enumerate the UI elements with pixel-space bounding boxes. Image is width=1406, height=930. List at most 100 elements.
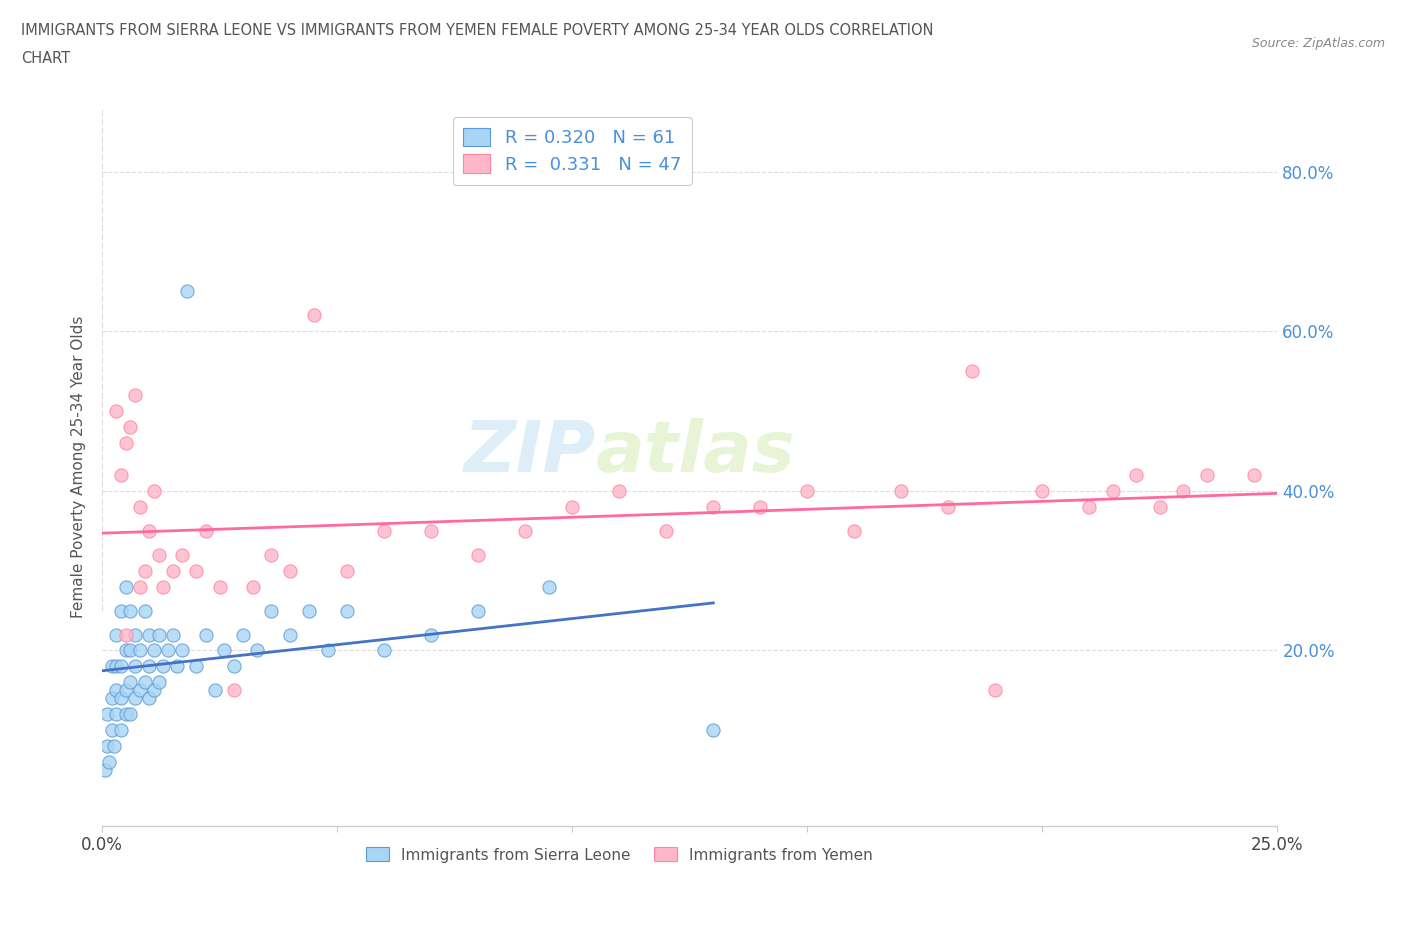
Point <box>114 579 136 594</box>
Point <box>162 627 184 642</box>
Point <box>142 643 165 658</box>
Point <box>194 627 217 642</box>
Point <box>138 627 160 642</box>
Point <box>194 524 217 538</box>
Point <box>702 499 724 514</box>
Point <box>467 548 489 563</box>
Point <box>138 691 160 706</box>
Text: CHART: CHART <box>21 51 70 66</box>
Point <box>120 643 142 658</box>
Point <box>373 643 395 658</box>
Point <box>124 691 146 706</box>
Point <box>260 548 283 563</box>
Point <box>242 579 264 594</box>
Text: Source: ZipAtlas.com: Source: ZipAtlas.com <box>1251 37 1385 50</box>
Point <box>936 499 959 514</box>
Point <box>172 548 194 563</box>
Point <box>105 659 128 674</box>
Point <box>114 643 136 658</box>
Point <box>120 604 142 618</box>
Point <box>222 659 245 674</box>
Point <box>176 284 198 299</box>
Point <box>105 707 128 722</box>
Point <box>844 524 866 538</box>
Point <box>114 627 136 642</box>
Point <box>124 627 146 642</box>
Point <box>152 659 174 674</box>
Point <box>208 579 231 594</box>
Point <box>166 659 188 674</box>
Point <box>100 659 122 674</box>
Point <box>749 499 772 514</box>
Point <box>128 499 150 514</box>
Point <box>103 738 125 753</box>
Point <box>260 604 283 618</box>
Point <box>336 604 359 618</box>
Point <box>232 627 254 642</box>
Point <box>110 468 132 483</box>
Point <box>302 308 325 323</box>
Point <box>100 691 122 706</box>
Point <box>110 604 132 618</box>
Point <box>796 484 818 498</box>
Point <box>222 683 245 698</box>
Point <box>128 643 150 658</box>
Point <box>278 564 301 578</box>
Point <box>1195 468 1218 483</box>
Point <box>467 604 489 618</box>
Point <box>186 564 208 578</box>
Text: ZIP: ZIP <box>464 418 596 487</box>
Point <box>162 564 184 578</box>
Point <box>100 723 122 737</box>
Point <box>148 675 170 690</box>
Legend: Immigrants from Sierra Leone, Immigrants from Yemen: Immigrants from Sierra Leone, Immigrants… <box>360 842 879 869</box>
Point <box>537 579 560 594</box>
Text: IMMIGRANTS FROM SIERRA LEONE VS IMMIGRANTS FROM YEMEN FEMALE POVERTY AMONG 25-34: IMMIGRANTS FROM SIERRA LEONE VS IMMIGRAN… <box>21 23 934 38</box>
Point <box>336 564 359 578</box>
Point <box>204 683 226 698</box>
Point <box>114 707 136 722</box>
Point <box>128 579 150 594</box>
Point <box>134 564 156 578</box>
Point <box>134 604 156 618</box>
Point <box>124 659 146 674</box>
Point <box>1125 468 1147 483</box>
Point <box>96 707 118 722</box>
Point <box>420 627 443 642</box>
Point <box>96 738 118 753</box>
Point <box>124 388 146 403</box>
Point <box>114 435 136 450</box>
Point <box>98 755 121 770</box>
Point <box>110 691 132 706</box>
Point <box>114 683 136 698</box>
Point <box>138 659 160 674</box>
Point <box>655 524 678 538</box>
Point <box>152 579 174 594</box>
Point <box>298 604 321 618</box>
Point <box>120 707 142 722</box>
Point <box>110 659 132 674</box>
Point <box>561 499 583 514</box>
Point <box>134 675 156 690</box>
Point <box>93 763 115 777</box>
Point <box>515 524 537 538</box>
Point <box>128 683 150 698</box>
Point <box>420 524 443 538</box>
Point <box>138 524 160 538</box>
Point <box>214 643 236 658</box>
Point <box>316 643 339 658</box>
Point <box>702 723 724 737</box>
Point <box>105 627 128 642</box>
Point <box>607 484 630 498</box>
Point <box>960 364 983 379</box>
Point <box>1102 484 1125 498</box>
Point <box>105 404 128 418</box>
Point <box>148 548 170 563</box>
Point <box>157 643 180 658</box>
Point <box>1078 499 1101 514</box>
Point <box>984 683 1007 698</box>
Point <box>110 723 132 737</box>
Point <box>890 484 912 498</box>
Point <box>105 683 128 698</box>
Point <box>373 524 395 538</box>
